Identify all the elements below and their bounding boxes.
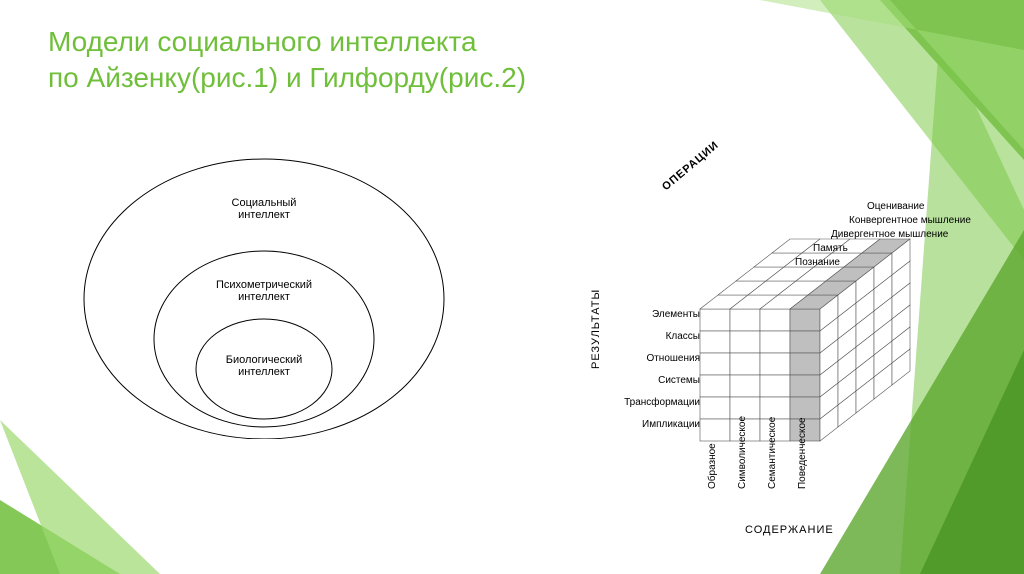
axis-y-label: РЕЗУЛЬТАТЫ	[590, 289, 602, 369]
cube-x-label: Образное	[707, 449, 727, 479]
cube-z-label: Оценивание	[867, 201, 925, 212]
ellipse-label: Социальныйинтеллект	[164, 197, 364, 221]
cube-y-label: Элементы	[610, 304, 700, 326]
ellipse-label: Психометрическийинтеллект	[164, 279, 364, 303]
cube-z-label: Дивергентное мышление	[831, 229, 948, 240]
cube-y-label: Отношения	[610, 348, 700, 370]
page-title: Модели социального интеллектапо Айзенку(…	[48, 24, 976, 97]
cube-z-label: Память	[813, 243, 848, 254]
eysenck-diagram: Социальныйинтеллект Психометрическийинтел…	[74, 129, 454, 439]
guilford-cube: РЕЗУЛЬТАТЫ ОПЕРАЦИИ СОДЕРЖАНИЕ ЭлементыК…	[530, 129, 950, 509]
cube-y-label: Системы	[610, 370, 700, 392]
cube-y-label: Классы	[610, 326, 700, 348]
cube-x-label: Символическое	[737, 449, 757, 479]
cube-z-label: Конвергентное мышление	[849, 215, 971, 226]
axis-x-label: СОДЕРЖАНИЕ	[745, 524, 834, 536]
cube-y-label: Импликации	[610, 414, 700, 436]
ellipse-label: Биологическийинтеллект	[164, 354, 364, 378]
cube-x-label: Семантическое	[767, 449, 787, 479]
cube-y-label: Трансформации	[610, 392, 700, 414]
cube-x-label: Поведенческое	[797, 449, 817, 479]
cube-z-label: Познание	[795, 257, 840, 268]
